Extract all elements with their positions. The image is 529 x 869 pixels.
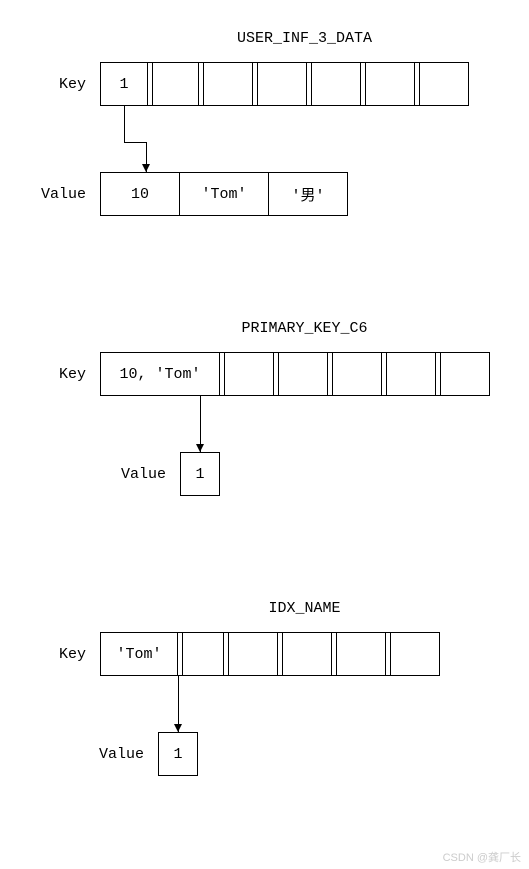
key-cell bbox=[365, 62, 415, 106]
key-cell bbox=[390, 632, 440, 676]
key-cell bbox=[440, 352, 490, 396]
section-title: IDX_NAME bbox=[0, 600, 529, 617]
value-cell: 'Tom' bbox=[179, 172, 269, 216]
arrowhead-icon bbox=[174, 724, 182, 732]
key-cells: 1 bbox=[100, 62, 469, 106]
key-cell bbox=[332, 352, 382, 396]
value-label: Value bbox=[0, 746, 158, 763]
key-label: Key bbox=[0, 646, 100, 663]
value-cell: 1 bbox=[180, 452, 220, 496]
value-cell: '男' bbox=[268, 172, 348, 216]
arrow-segment bbox=[124, 106, 125, 142]
key-label: Key bbox=[0, 366, 100, 383]
key-cells: 10, 'Tom' bbox=[100, 352, 490, 396]
key-cell bbox=[386, 352, 436, 396]
section-title: USER_INF_3_DATA bbox=[0, 30, 529, 47]
key-cell bbox=[228, 632, 278, 676]
key-cell bbox=[282, 632, 332, 676]
key-label: Key bbox=[0, 76, 100, 93]
key-cell: 1 bbox=[100, 62, 148, 106]
key-row: Key1 bbox=[0, 62, 469, 106]
value-cell: 1 bbox=[158, 732, 198, 776]
value-row: Value1 bbox=[0, 452, 220, 496]
value-row: Value1 bbox=[0, 732, 198, 776]
key-cell bbox=[311, 62, 361, 106]
key-cell bbox=[182, 632, 224, 676]
key-row: Key'Tom' bbox=[0, 632, 440, 676]
arrowhead-icon bbox=[196, 444, 204, 452]
section-2: IDX_NAMEKey'Tom'Value1 bbox=[0, 600, 529, 631]
arrow-segment bbox=[124, 142, 146, 143]
key-row: Key10, 'Tom' bbox=[0, 352, 490, 396]
value-cell: 10 bbox=[100, 172, 180, 216]
key-cells: 'Tom' bbox=[100, 632, 440, 676]
key-cell: 'Tom' bbox=[100, 632, 178, 676]
watermark: CSDN @龚厂长 bbox=[443, 849, 521, 865]
value-cells: 1 bbox=[180, 452, 220, 496]
key-cell bbox=[203, 62, 253, 106]
value-label: Value bbox=[0, 186, 100, 203]
value-cells: 10'Tom''男' bbox=[100, 172, 348, 216]
section-0: USER_INF_3_DATAKey1Value10'Tom''男' bbox=[0, 30, 529, 61]
key-cell: 10, 'Tom' bbox=[100, 352, 220, 396]
key-cell bbox=[278, 352, 328, 396]
key-cell bbox=[224, 352, 274, 396]
key-cell bbox=[152, 62, 199, 106]
key-cell bbox=[257, 62, 307, 106]
value-cells: 1 bbox=[158, 732, 198, 776]
value-label: Value bbox=[0, 466, 180, 483]
section-title: PRIMARY_KEY_C6 bbox=[0, 320, 529, 337]
key-cell bbox=[336, 632, 386, 676]
arrowhead-icon bbox=[142, 164, 150, 172]
value-row: Value10'Tom''男' bbox=[0, 172, 348, 216]
section-1: PRIMARY_KEY_C6Key10, 'Tom'Value1 bbox=[0, 320, 529, 351]
key-cell bbox=[419, 62, 469, 106]
